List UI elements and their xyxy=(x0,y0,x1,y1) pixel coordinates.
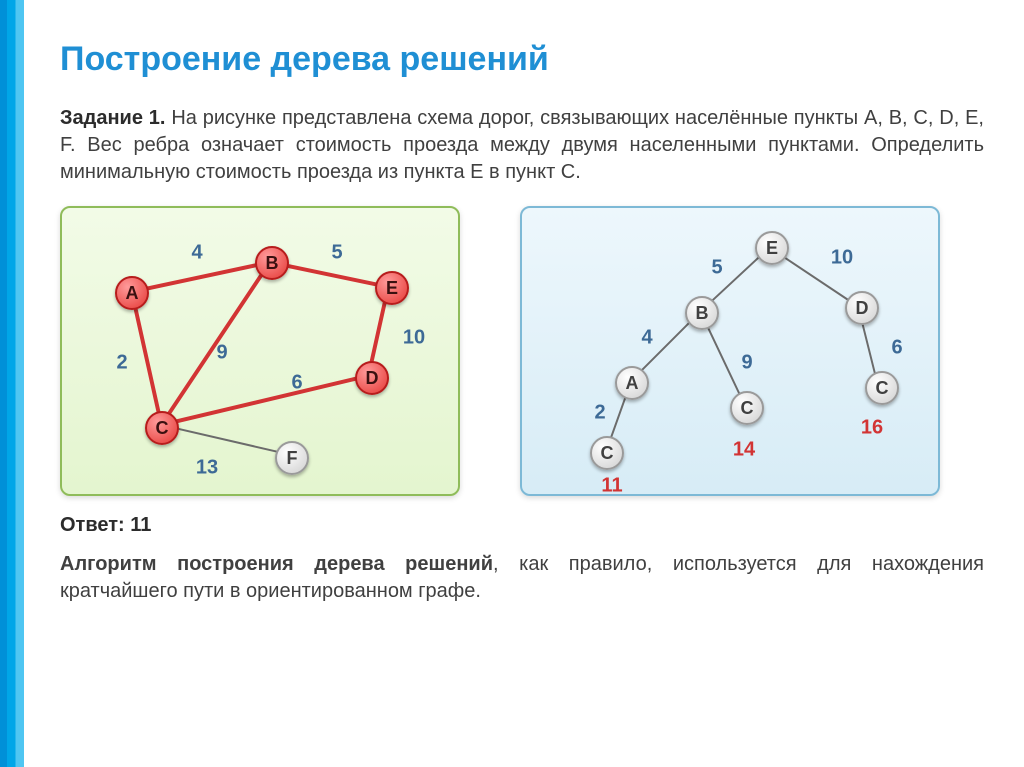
edge-weight: 10 xyxy=(831,247,853,270)
tree-result: 14 xyxy=(733,439,755,462)
graph-node-E: E xyxy=(755,231,789,265)
graph-node-F: F xyxy=(275,441,309,475)
slide-content: Построение дерева решений Задание 1. На … xyxy=(60,40,984,605)
edge-weight: 2 xyxy=(594,402,605,425)
edge-weight: 4 xyxy=(641,327,652,350)
algorithm-bold: Алгоритм построения дерева решений xyxy=(60,553,493,575)
graph-node-E: E xyxy=(375,271,409,305)
edge-weight: 6 xyxy=(891,337,902,360)
edge-weight: 2 xyxy=(116,352,127,375)
tree-result: 16 xyxy=(861,417,883,440)
page-title: Построение дерева решений xyxy=(60,40,984,79)
task-label: Задание 1. xyxy=(60,107,165,129)
graph-node-C: C xyxy=(145,411,179,445)
edge-weight: 9 xyxy=(216,342,227,365)
task-body: На рисунке представлена схема дорог, свя… xyxy=(60,107,984,183)
graph-node-A: A xyxy=(115,276,149,310)
side-accent-stripe xyxy=(0,0,24,767)
graph-node-C: C xyxy=(865,371,899,405)
graph-node-D: D xyxy=(355,361,389,395)
decision-tree-panel: 5 10 4 9 6 2 E B D A C C C 11 14 16 xyxy=(520,206,940,496)
road-graph-panel: 4 5 10 2 9 6 13 A B E D C F xyxy=(60,206,460,496)
answer-text: Ответ: 11 xyxy=(60,514,984,537)
graph-node-C: C xyxy=(730,391,764,425)
diagram-row: 4 5 10 2 9 6 13 A B E D C F 5 10 4 9 6 2 E B D A C C C 11 14 16 xyxy=(60,206,984,496)
graph-node-C: C xyxy=(590,436,624,470)
algorithm-note: Алгоритм построения дерева решений, как … xyxy=(60,551,984,605)
tree-edges-svg xyxy=(522,208,938,494)
edge-weight: 4 xyxy=(191,242,202,265)
graph-node-D: D xyxy=(845,291,879,325)
tree-result: 11 xyxy=(601,475,622,498)
graph-node-A: A xyxy=(615,366,649,400)
edge-weight: 10 xyxy=(403,327,425,350)
edge-weight: 5 xyxy=(711,257,722,280)
task-text: Задание 1. На рисунке представлена схема… xyxy=(60,105,984,186)
edge-weight: 6 xyxy=(291,372,302,395)
edge-weight: 5 xyxy=(331,242,342,265)
edge-weight: 13 xyxy=(196,457,218,480)
edge-weight: 9 xyxy=(741,352,752,375)
graph-node-B: B xyxy=(255,246,289,280)
graph-node-B: B xyxy=(685,296,719,330)
